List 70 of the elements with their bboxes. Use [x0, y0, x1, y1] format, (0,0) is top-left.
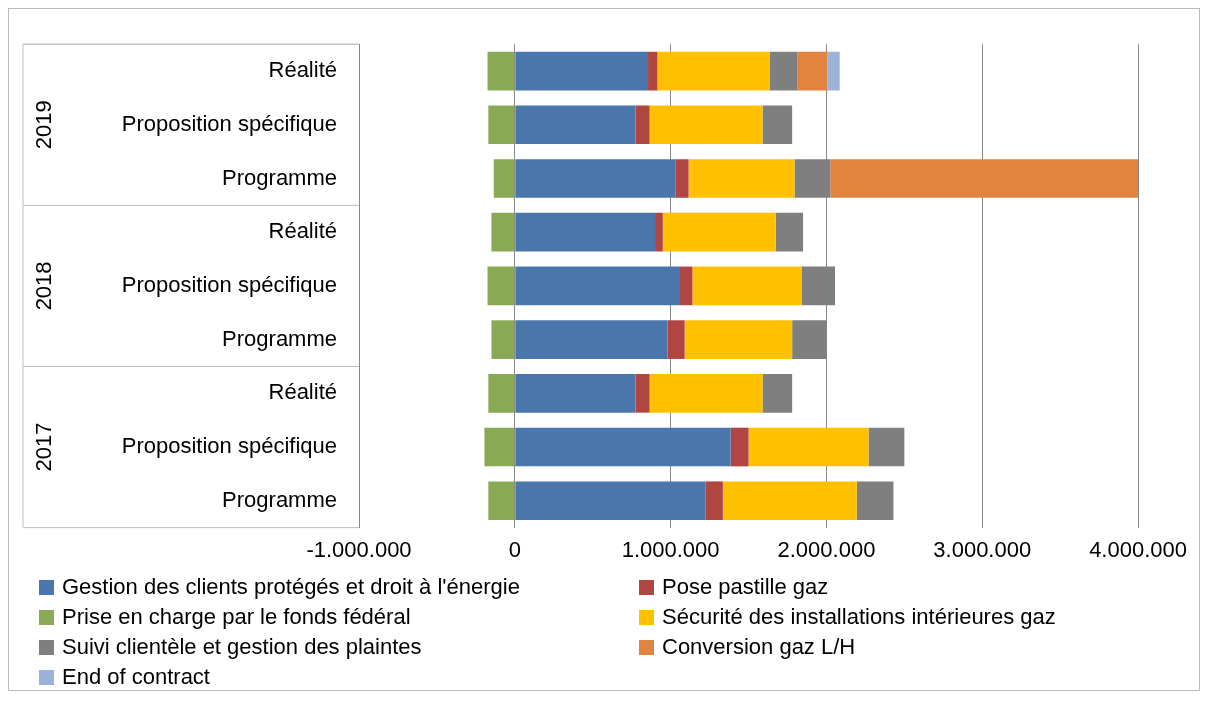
x-tick-label: 1.000.000 [621, 536, 720, 562]
bar [762, 373, 793, 413]
bar [748, 427, 869, 467]
y-tick-label: Programme [222, 164, 337, 190]
bar [722, 481, 857, 521]
bar [684, 320, 793, 359]
bar [488, 105, 515, 145]
x-tick-label: 0 [508, 536, 521, 562]
bar [655, 212, 663, 252]
bar [692, 266, 802, 306]
legend-label: Sécurité des installations intérieures gaz [662, 604, 1056, 630]
bar [515, 51, 649, 91]
y-tick-label: Réalité [268, 379, 337, 405]
x-tick-label: 2.000.000 [777, 536, 876, 562]
bar [662, 212, 776, 252]
bar [667, 320, 685, 359]
bar [515, 373, 636, 413]
bar [688, 159, 795, 198]
bar [649, 373, 763, 413]
y-tick-label: Réalité [268, 218, 337, 244]
bar [827, 51, 840, 91]
bar [856, 481, 894, 521]
y-tick-label: Programme [222, 325, 337, 351]
bar [657, 51, 770, 91]
y-tick-label: Proposition spécifique [121, 271, 337, 297]
bar [648, 51, 658, 91]
bar [730, 427, 749, 467]
legend-label: Conversion gaz L/H [662, 634, 856, 660]
text: 2018 [31, 261, 57, 311]
bar [635, 105, 650, 145]
y-tick-label: Proposition spécifique [121, 110, 337, 136]
bar [493, 159, 515, 198]
bar [515, 266, 680, 306]
bar [515, 320, 668, 359]
bar [679, 266, 693, 306]
bar [484, 427, 515, 467]
x-tick-label: -1.000.000 [306, 536, 412, 562]
bar [635, 373, 650, 413]
bar [775, 212, 804, 252]
bar [769, 51, 798, 91]
bar [649, 105, 763, 145]
legend-label: End of contract [62, 664, 210, 690]
bar [515, 481, 706, 521]
bar [797, 51, 828, 91]
bar [868, 427, 905, 467]
y-tick-label: Réalité [268, 57, 337, 83]
x-tick-label: 3.000.000 [933, 536, 1032, 562]
legend-label: Prise en charge par le fonds fédéral [62, 604, 411, 630]
bar [705, 481, 723, 521]
y-tick-label: Proposition spécifique [121, 433, 337, 459]
bar [675, 159, 689, 198]
legend-label: Suivi clientèle et gestion des plaintes [62, 634, 422, 660]
bar [488, 373, 515, 413]
bar [515, 427, 731, 467]
text: 2019 [31, 100, 57, 150]
bar [762, 105, 793, 145]
bar [515, 159, 676, 198]
legend-label: Gestion des clients protégés et droit à l'énergie [62, 574, 520, 600]
text: 2017 [31, 422, 57, 472]
bar [487, 266, 515, 306]
bar [491, 212, 515, 252]
bar [487, 51, 515, 91]
x-tick-label: 4.000.000 [1089, 536, 1187, 562]
bar [830, 159, 1139, 198]
y-tick-label: Programme [222, 486, 337, 512]
bar [491, 320, 515, 359]
legend-label: Pose pastille gaz [662, 574, 829, 600]
bar [488, 481, 515, 521]
bar [515, 212, 656, 252]
bar [515, 105, 636, 145]
